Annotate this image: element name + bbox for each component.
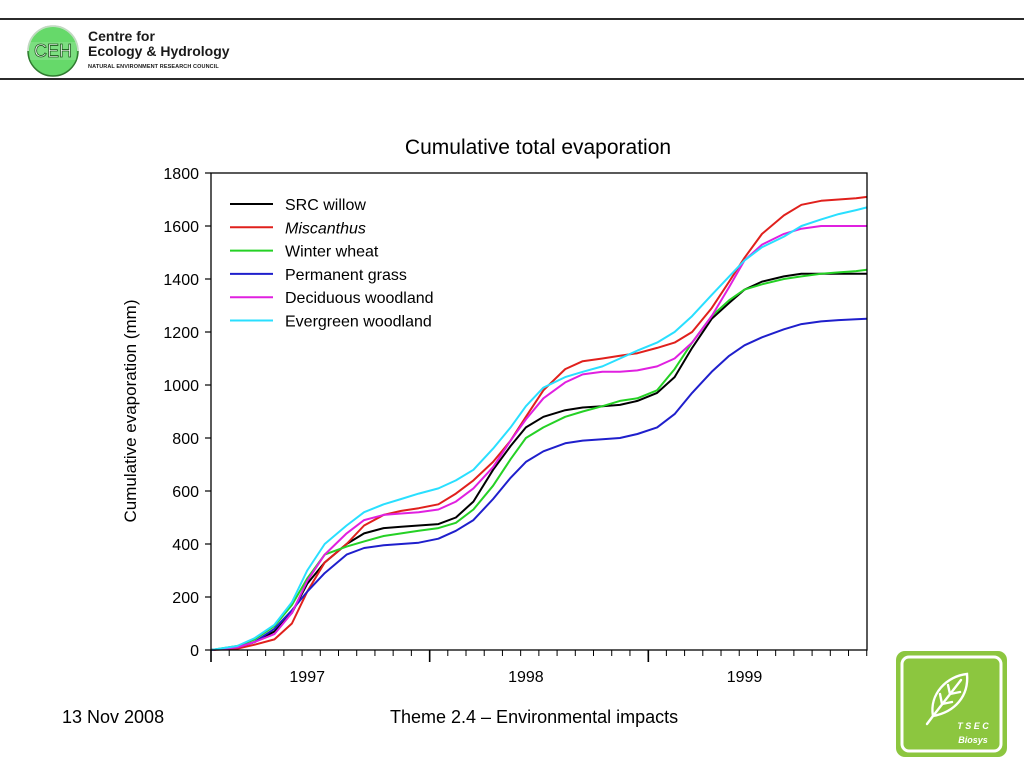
y-tick-label: 1600 bbox=[163, 219, 199, 236]
header-top-rule bbox=[0, 18, 1024, 20]
ceh-logo: CEH bbox=[27, 25, 79, 77]
legend-label: Deciduous woodland bbox=[285, 290, 434, 307]
axis-layer: 0 200 400 600 800 1000 1200 1400 1600 1800 1997 199… bbox=[163, 166, 868, 686]
y-tick-label: 600 bbox=[172, 484, 199, 501]
legend-label: Miscanthus bbox=[285, 220, 366, 237]
tsec-biosys-logo: T S E C Biosys bbox=[896, 651, 1007, 757]
y-tick-label: 1000 bbox=[163, 378, 199, 395]
footer-date: 13 Nov 2008 bbox=[62, 707, 165, 727]
org-name-block: Centre for Ecology & Hydrology NATURAL E… bbox=[88, 28, 230, 71]
tsec-logo-text: T S E C bbox=[957, 721, 989, 731]
org-name-line2: Ecology & Hydrology bbox=[88, 43, 230, 59]
footer-theme: Theme 2.4 – Environmental impacts bbox=[390, 707, 679, 727]
chart-title: Cumulative total evaporation bbox=[405, 136, 671, 159]
x-tick-label: 1998 bbox=[508, 669, 544, 686]
biosys-logo-text: Biosys bbox=[958, 735, 988, 745]
legend-label: Winter wheat bbox=[285, 244, 379, 261]
y-tick-label: 200 bbox=[172, 590, 199, 607]
y-tick-label: 0 bbox=[190, 643, 199, 660]
y-axis-label: Cumulative evaporation (mm) bbox=[121, 300, 140, 523]
org-council-line: NATURAL ENVIRONMENT RESEARCH COUNCIL bbox=[88, 64, 219, 70]
org-name-line1: Centre for bbox=[88, 28, 155, 44]
legend: SRC willow Miscanthus Winter wheat Permanen… bbox=[230, 197, 434, 331]
y-tick-label: 400 bbox=[172, 537, 199, 554]
ceh-logo-badge: CEH bbox=[34, 41, 72, 61]
y-tick-label: 1200 bbox=[163, 325, 199, 342]
series-line-deciduous-woodland bbox=[210, 225, 867, 651]
tsec-logo-background bbox=[896, 651, 1007, 757]
header-bottom-rule bbox=[0, 78, 1024, 80]
series-line-miscanthus bbox=[210, 195, 868, 651]
legend-label: Evergreen woodland bbox=[285, 314, 432, 331]
x-tick-label: 1999 bbox=[727, 669, 763, 686]
y-tick-label: 800 bbox=[172, 431, 199, 448]
leaf-icon bbox=[925, 672, 969, 726]
x-tick-label: 1997 bbox=[289, 669, 325, 686]
series-line-permanent-grass bbox=[210, 317, 868, 651]
legend-label: SRC willow bbox=[285, 197, 366, 214]
y-tick-label: 1400 bbox=[163, 272, 199, 289]
y-tick-label: 1800 bbox=[163, 166, 199, 183]
series-layer bbox=[210, 195, 868, 651]
series-line-evergreen-woodland bbox=[210, 206, 868, 651]
legend-label: Permanent grass bbox=[285, 267, 407, 284]
tsec-logo-frame bbox=[900, 655, 1003, 753]
